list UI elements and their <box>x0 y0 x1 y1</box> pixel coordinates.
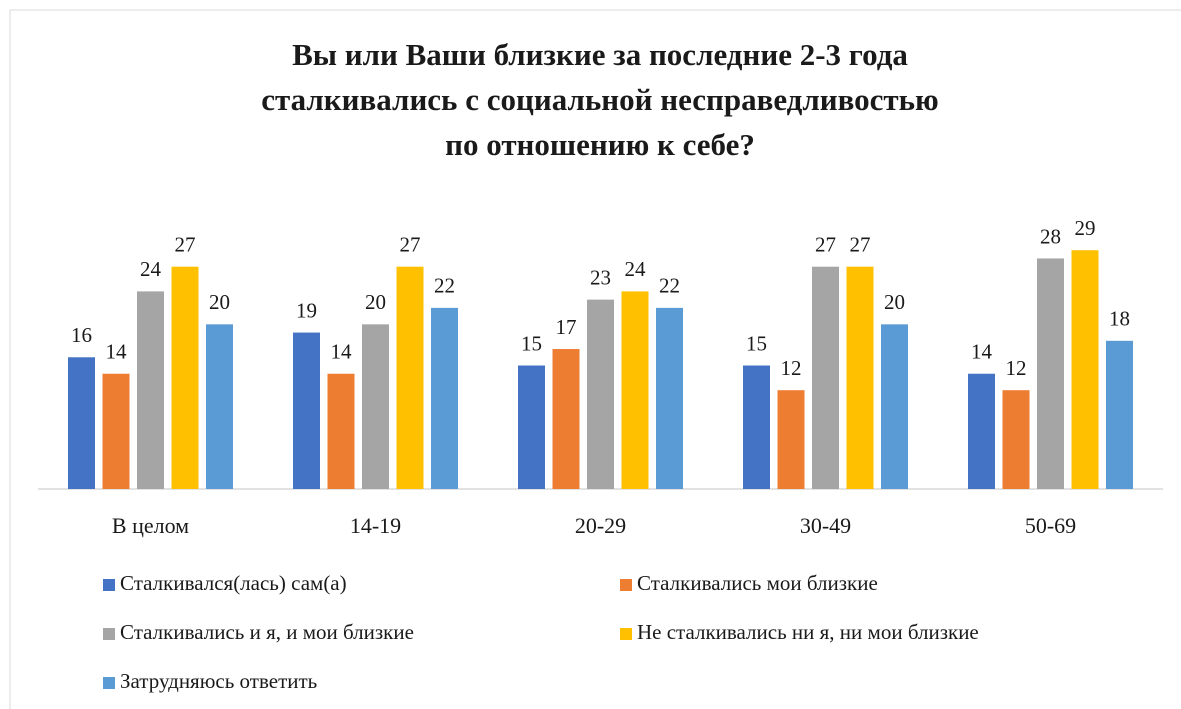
data-label: 27 <box>815 233 836 257</box>
bar <box>171 266 199 489</box>
data-label: 14 <box>106 340 128 364</box>
data-label: 12 <box>781 356 802 380</box>
bar <box>552 349 580 489</box>
data-label: 20 <box>884 290 905 314</box>
bar <box>137 291 164 489</box>
bar <box>846 266 874 489</box>
bar <box>1106 340 1133 489</box>
data-label: 27 <box>175 233 196 257</box>
legend-swatch <box>103 579 115 591</box>
bar <box>777 390 805 489</box>
chart-title: Вы или Ваши близкие за последние 2-3 год… <box>292 37 908 72</box>
data-label: 22 <box>434 274 455 298</box>
chart-title: по отношению к себе? <box>445 127 755 162</box>
legend-swatch <box>620 628 632 640</box>
chart-border <box>9 9 1181 709</box>
bar <box>327 373 355 489</box>
legend-label: Сталкивался(лась) сам(а) <box>120 571 347 595</box>
bar <box>293 332 320 489</box>
bar <box>1037 258 1064 489</box>
bar <box>518 365 545 489</box>
data-label: 15 <box>746 331 767 355</box>
x-tick-label: 14-19 <box>350 513 401 538</box>
bar <box>587 299 614 489</box>
x-tick-label: В целом <box>112 513 189 538</box>
x-tick-label: 20-29 <box>575 513 626 538</box>
data-label: 24 <box>625 257 647 281</box>
bar <box>812 266 839 489</box>
data-label: 22 <box>659 274 680 298</box>
legend-label: Сталкивались мои близкие <box>637 571 878 595</box>
data-label: 14 <box>971 340 993 364</box>
legend-swatch <box>620 579 632 591</box>
data-label: 20 <box>209 290 230 314</box>
data-label: 18 <box>1109 307 1130 331</box>
legend-swatch <box>103 628 115 640</box>
bar <box>206 324 233 489</box>
legend-label: Не сталкивались ни я, ни мои близкие <box>637 620 979 644</box>
x-tick-label: 30-49 <box>800 513 851 538</box>
bar <box>656 307 683 489</box>
x-tick-label: 50-69 <box>1025 513 1076 538</box>
bar <box>1002 390 1030 489</box>
bar <box>968 373 995 489</box>
data-label: 24 <box>140 257 162 281</box>
data-label: 12 <box>1006 356 1027 380</box>
data-label: 28 <box>1040 224 1061 248</box>
legend-label: Затрудняюсь ответить <box>120 669 317 693</box>
bar <box>621 291 649 489</box>
data-label: 23 <box>590 265 611 289</box>
bar <box>1071 250 1099 489</box>
bar <box>396 266 424 489</box>
data-label: 17 <box>556 315 577 339</box>
data-label: 16 <box>71 323 92 347</box>
data-label: 29 <box>1075 216 1096 240</box>
data-label: 15 <box>521 331 542 355</box>
bar <box>881 324 908 489</box>
data-label: 20 <box>365 290 386 314</box>
bar <box>743 365 770 489</box>
data-label: 14 <box>331 340 353 364</box>
legend-swatch <box>103 677 115 689</box>
data-label: 19 <box>296 298 317 322</box>
bar <box>68 357 95 489</box>
bar <box>362 324 389 489</box>
bar <box>431 307 458 489</box>
data-label: 27 <box>400 233 421 257</box>
chart-title: сталкивались с социальной несправедливос… <box>261 82 938 117</box>
bar <box>102 373 130 489</box>
legend-label: Сталкивались и я, и мои близкие <box>120 620 414 644</box>
data-label: 27 <box>850 233 871 257</box>
